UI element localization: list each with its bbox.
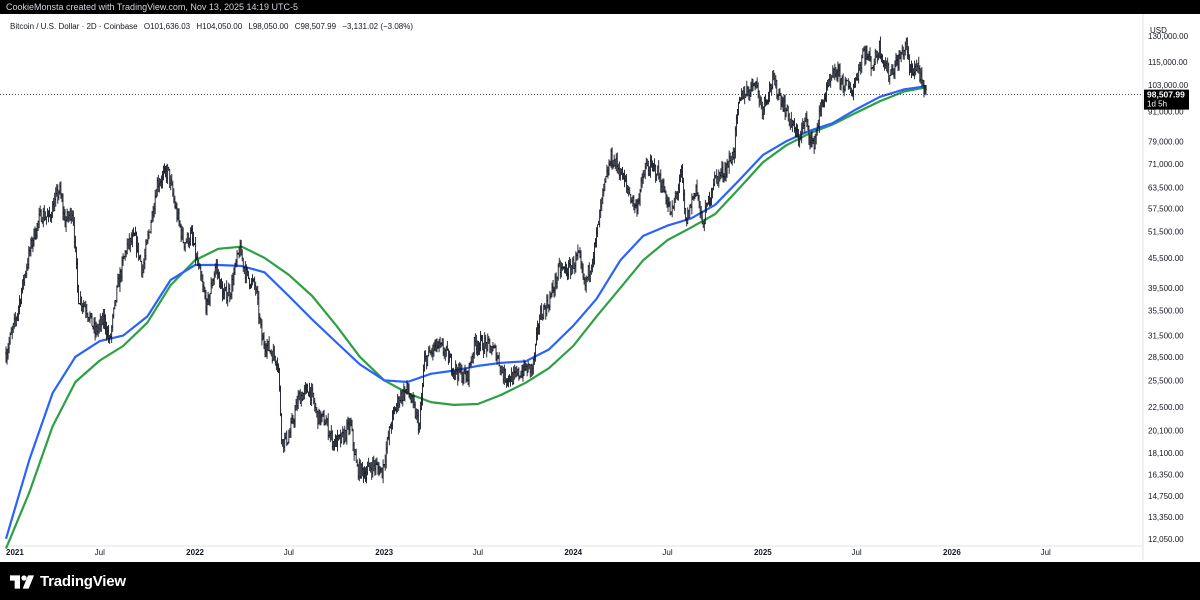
y-tick-label: 25,500.00: [1148, 376, 1184, 385]
x-tick-label: Jul: [473, 548, 483, 557]
symbol-legend: Bitcoin / U.S. Dollar · 2D · Coinbase O1…: [10, 22, 417, 31]
y-tick-label: 45,500.00: [1148, 254, 1184, 263]
low-value: L98,050.00: [248, 22, 289, 31]
x-tick-label: 2024: [564, 548, 582, 557]
symbol-name: Bitcoin / U.S. Dollar · 2D · Coinbase: [10, 22, 138, 31]
y-tick-label: 35,500.00: [1148, 306, 1184, 315]
y-tick-label: 39,500.00: [1148, 284, 1184, 293]
y-tick-label: 130,000.00: [1148, 32, 1189, 41]
attribution-caption: CookieMonsta created with TradingView.co…: [6, 2, 298, 12]
y-tick-label: 12,050.00: [1148, 535, 1184, 544]
footer-bar: TradingView: [0, 562, 1200, 600]
x-tick-label: Jul: [284, 548, 294, 557]
x-tick-label: Jul: [1041, 548, 1051, 557]
ma-green-line: [4, 86, 927, 550]
y-tick-label: 18,100.00: [1148, 449, 1184, 458]
y-tick-label: 71,000.00: [1148, 160, 1184, 169]
x-tick-label: 2022: [186, 548, 204, 557]
y-tick-label: 115,000.00: [1148, 58, 1188, 67]
price-bar: [45, 216, 48, 225]
y-tick-label: 91,000.00: [1148, 107, 1184, 116]
attribution-bar: CookieMonsta created with TradingView.co…: [0, 0, 1200, 14]
x-tick-label: Jul: [662, 548, 672, 557]
price-bar: [870, 56, 873, 77]
y-tick-label: 13,350.00: [1148, 513, 1184, 522]
y-tick-label: 22,500.00: [1148, 403, 1184, 412]
x-tick-label: Jul: [851, 548, 861, 557]
y-tick-label: 63,500.00: [1148, 183, 1184, 192]
y-tick-label: 57,500.00: [1148, 204, 1184, 213]
brand-name: TradingView: [40, 573, 126, 590]
y-tick-label: 51,500.00: [1148, 228, 1184, 237]
y-tick-label: 103,000.00: [1148, 81, 1189, 90]
bar-countdown: 1d 5h: [1147, 100, 1167, 109]
price-bar: [925, 85, 927, 96]
ma-green-layer: [4, 86, 927, 550]
x-tick-label: Jul: [95, 548, 105, 557]
tradingview-logo[interactable]: TradingView: [10, 573, 126, 590]
y-tick-label: 14,750.00: [1148, 492, 1184, 501]
y-tick-label: 20,100.00: [1148, 427, 1184, 436]
grid-layer: [0, 14, 1144, 560]
open-value: O101,636.03: [143, 22, 191, 31]
high-value: H104,050.00: [196, 22, 243, 31]
close-value: C98,507.99: [294, 22, 337, 31]
tradingview-mark-icon: [10, 574, 34, 589]
ma-blue-line: [4, 85, 927, 540]
current-price-tag: [1144, 89, 1189, 110]
price-bar: [115, 285, 118, 303]
x-tick-label: 2023: [375, 548, 393, 557]
y-tick-label: 31,500.00: [1148, 332, 1184, 341]
currency-label: USD: [1150, 26, 1167, 35]
price-bars-layer: [5, 36, 927, 484]
ma-blue-layer: [4, 85, 927, 540]
chart-area[interactable]: [0, 14, 1200, 560]
y-tick-label: 79,000.00: [1148, 137, 1184, 146]
time-axis: 2021 Jul 2022 Jul 2023 Jul 2024 Jul 2025 Jul 2026 J…: [6, 548, 1051, 557]
price-axis: 130,000.00 115,000.00 103,000.00 91,000.00 7…: [1148, 32, 1189, 544]
y-tick-label: 28,500.00: [1148, 353, 1184, 362]
change-value: −3,131.02 (−3.08%): [342, 22, 414, 31]
x-tick-label: 2025: [754, 548, 772, 557]
current-price-value: 98,507.99: [1147, 90, 1185, 100]
y-tick-label: 16,350.00: [1148, 470, 1184, 479]
x-tick-label: 2021: [6, 548, 24, 557]
x-tick-label: 2026: [943, 548, 961, 557]
